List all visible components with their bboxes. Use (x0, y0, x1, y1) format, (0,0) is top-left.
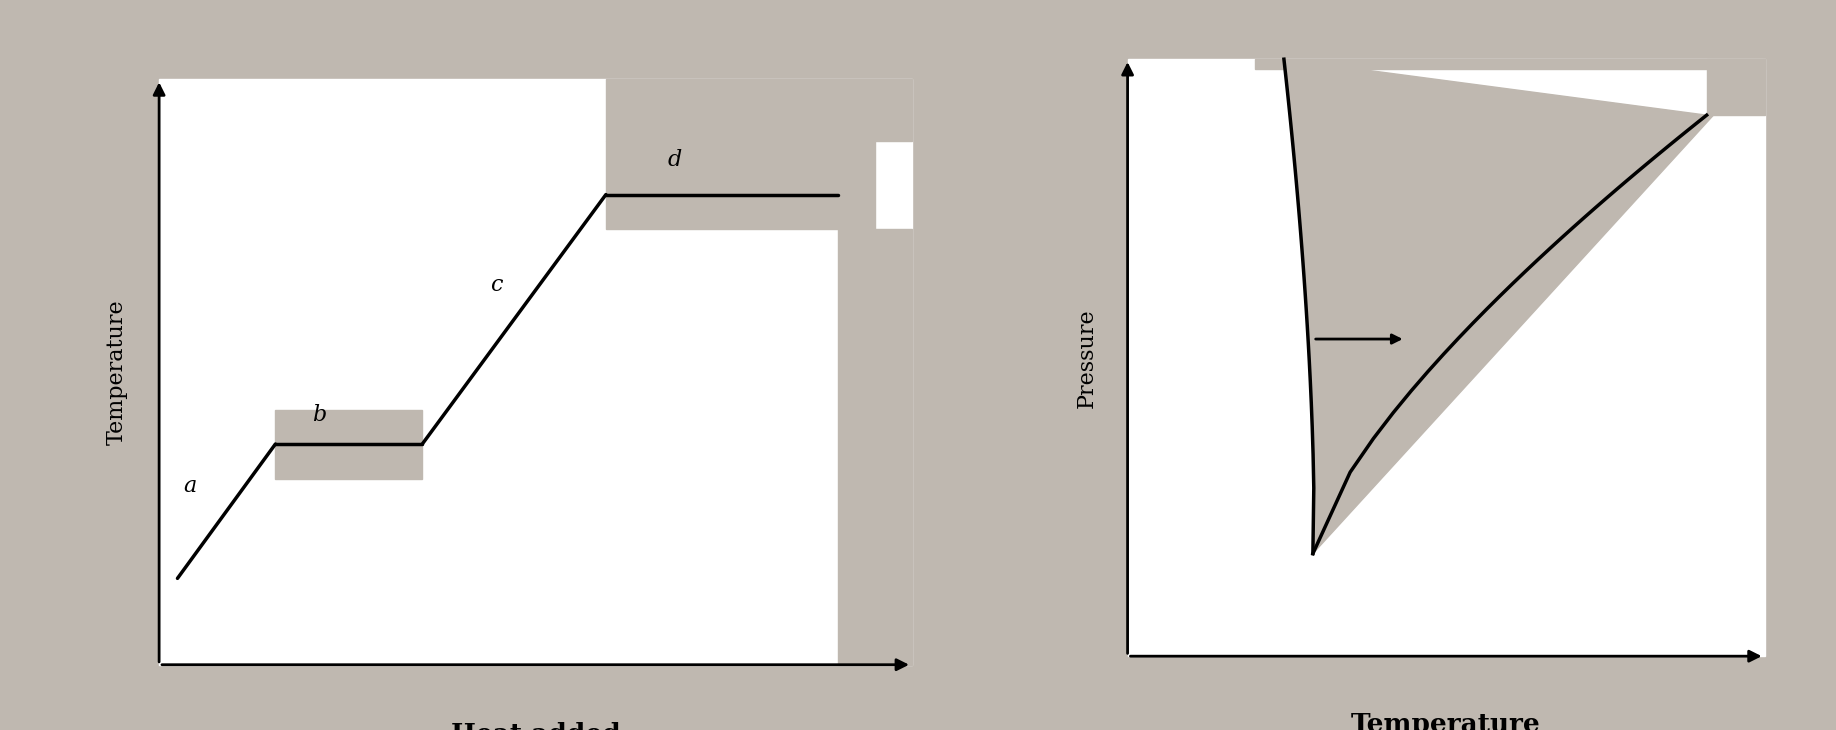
Text: Temperature: Temperature (1351, 712, 1540, 730)
Polygon shape (275, 410, 422, 479)
Polygon shape (606, 80, 912, 141)
Text: d: d (666, 149, 681, 171)
Polygon shape (160, 80, 912, 665)
Polygon shape (1283, 59, 1707, 553)
Polygon shape (1256, 59, 1764, 69)
Polygon shape (1313, 59, 1764, 553)
Polygon shape (606, 141, 876, 229)
Polygon shape (1707, 59, 1764, 115)
Text: Heat added: Heat added (450, 722, 621, 730)
Text: Pressure: Pressure (1076, 308, 1098, 407)
Polygon shape (1127, 59, 1764, 656)
Polygon shape (839, 229, 912, 665)
Text: Temperature: Temperature (105, 299, 127, 445)
Text: b: b (312, 404, 327, 426)
Text: a: a (184, 475, 196, 497)
Text: c: c (490, 274, 501, 296)
